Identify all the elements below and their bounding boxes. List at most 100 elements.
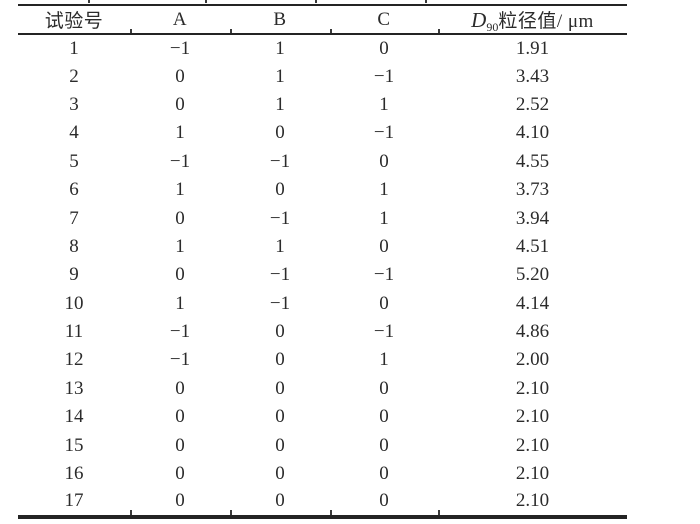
cell-factor-b: −1 [269,264,291,286]
cell-d90-value: 3.94 [515,207,550,229]
table-row: 5 −1 −1 0 4.55 [18,148,627,176]
cell-factor-c: −1 [373,321,395,343]
tick-mark [205,0,207,3]
cell-run-number: 2 [69,65,79,87]
d90-subscript: 90 [486,20,499,34]
cell-factor-c: 0 [379,150,389,172]
cell-run-number: 16 [64,463,84,485]
cell-factor-b: −1 [269,207,291,229]
cell-run-number: 13 [64,377,84,399]
column-divider-tick [130,510,132,516]
cell-factor-b: 0 [275,321,285,343]
cell-factor-a: −1 [169,349,191,371]
table-row: 11 −1 0 −1 4.86 [18,318,627,346]
table-row: 14 0 0 0 2.10 [18,403,627,431]
cell-factor-b: 0 [275,179,285,201]
tick-mark [315,0,317,3]
cell-d90-value: 2.10 [515,463,550,485]
cell-factor-a: 0 [175,490,185,512]
cell-factor-b: −1 [269,292,291,314]
cell-factor-b: 0 [275,490,285,512]
cell-factor-b: 0 [275,434,285,456]
cell-factor-a: −1 [169,37,191,59]
cell-factor-a: 0 [175,463,185,485]
cell-factor-b: 0 [275,349,285,371]
cell-factor-a: 0 [175,406,185,428]
cell-run-number: 4 [69,122,79,144]
table-row: 3 0 1 1 2.52 [18,91,627,119]
cell-run-number: 14 [64,406,84,428]
cell-d90-value: 5.20 [515,264,550,286]
cell-factor-c: 1 [379,207,389,229]
cell-factor-c: 0 [379,406,389,428]
table-row: 10 1 −1 0 4.14 [18,290,627,318]
cell-factor-a: 0 [175,207,185,229]
cell-d90-value: 2.10 [515,490,550,512]
cell-run-number: 12 [64,349,84,371]
d90-unit-label: 粒径值/ μm [498,11,594,32]
cell-factor-b: 1 [275,235,285,257]
cell-d90-value: 2.10 [515,377,550,399]
cell-factor-a: 0 [175,434,185,456]
cell-run-number: 9 [69,264,79,286]
cell-d90-value: 4.51 [515,235,550,257]
table-row: 13 0 0 0 2.10 [18,375,627,403]
cell-factor-a: −1 [169,150,191,172]
cell-factor-c: 0 [379,490,389,512]
cell-d90-value: 3.43 [515,65,550,87]
cell-factor-a: 1 [175,235,185,257]
cell-factor-b: 1 [275,93,285,115]
column-divider-tick [330,510,332,516]
cell-run-number: 8 [69,235,79,257]
cell-factor-a: 1 [175,179,185,201]
cell-factor-b: 1 [275,65,285,87]
col-header-run-number: 试验号 [18,5,130,35]
cell-factor-b: 0 [275,406,285,428]
header-row: 试验号 A B C D90粒径值/ μm [18,5,627,35]
cell-factor-a: 1 [175,122,185,144]
cell-run-number: 10 [64,292,84,314]
cell-d90-value: 3.73 [515,179,550,201]
table-row: 1 −1 1 0 1.91 [18,34,627,62]
cell-run-number: 15 [64,434,84,456]
col-header-d90-size: D90粒径值/ μm [438,5,627,35]
cell-run-number: 11 [64,321,84,343]
cell-factor-c: 0 [379,434,389,456]
cell-d90-value: 2.10 [515,434,550,456]
cell-factor-a: 1 [175,292,185,314]
table-row: 8 1 1 0 4.51 [18,233,627,261]
cell-factor-c: 0 [379,235,389,257]
table-row: 17 0 0 0 2.10 [18,488,627,516]
cell-factor-c: 0 [379,377,389,399]
cell-factor-a: 0 [175,65,185,87]
cell-d90-value: 1.91 [515,37,550,59]
cell-factor-c: −1 [373,122,395,144]
d90-symbol: D [471,8,487,32]
cell-factor-a: 0 [175,377,185,399]
table-row: 4 1 0 −1 4.10 [18,119,627,147]
cell-factor-b: −1 [269,150,291,172]
cell-d90-value: 4.14 [515,292,550,314]
table-row: 9 0 −1 −1 5.20 [18,261,627,289]
table-row: 6 1 0 1 3.73 [18,176,627,204]
cell-factor-c: 0 [379,37,389,59]
cell-factor-b: 0 [275,463,285,485]
cell-run-number: 6 [69,179,79,201]
cell-factor-c: 0 [379,292,389,314]
cell-factor-a: −1 [169,321,191,343]
cell-run-number: 17 [64,490,84,512]
cell-run-number: 3 [69,93,79,115]
tick-mark [425,0,427,3]
col-header-factor-b: B [230,5,330,35]
cell-factor-c: 0 [379,463,389,485]
table-row: 7 0 −1 1 3.94 [18,204,627,232]
cell-factor-b: 1 [275,37,285,59]
cell-factor-b: 0 [275,122,285,144]
col-header-factor-a: A [130,5,230,35]
cell-d90-value: 2.52 [515,93,550,115]
cell-d90-value: 2.00 [515,349,550,371]
table-row: 12 −1 0 1 2.00 [18,346,627,374]
cell-factor-c: 1 [379,349,389,371]
cell-d90-value: 2.10 [515,406,550,428]
